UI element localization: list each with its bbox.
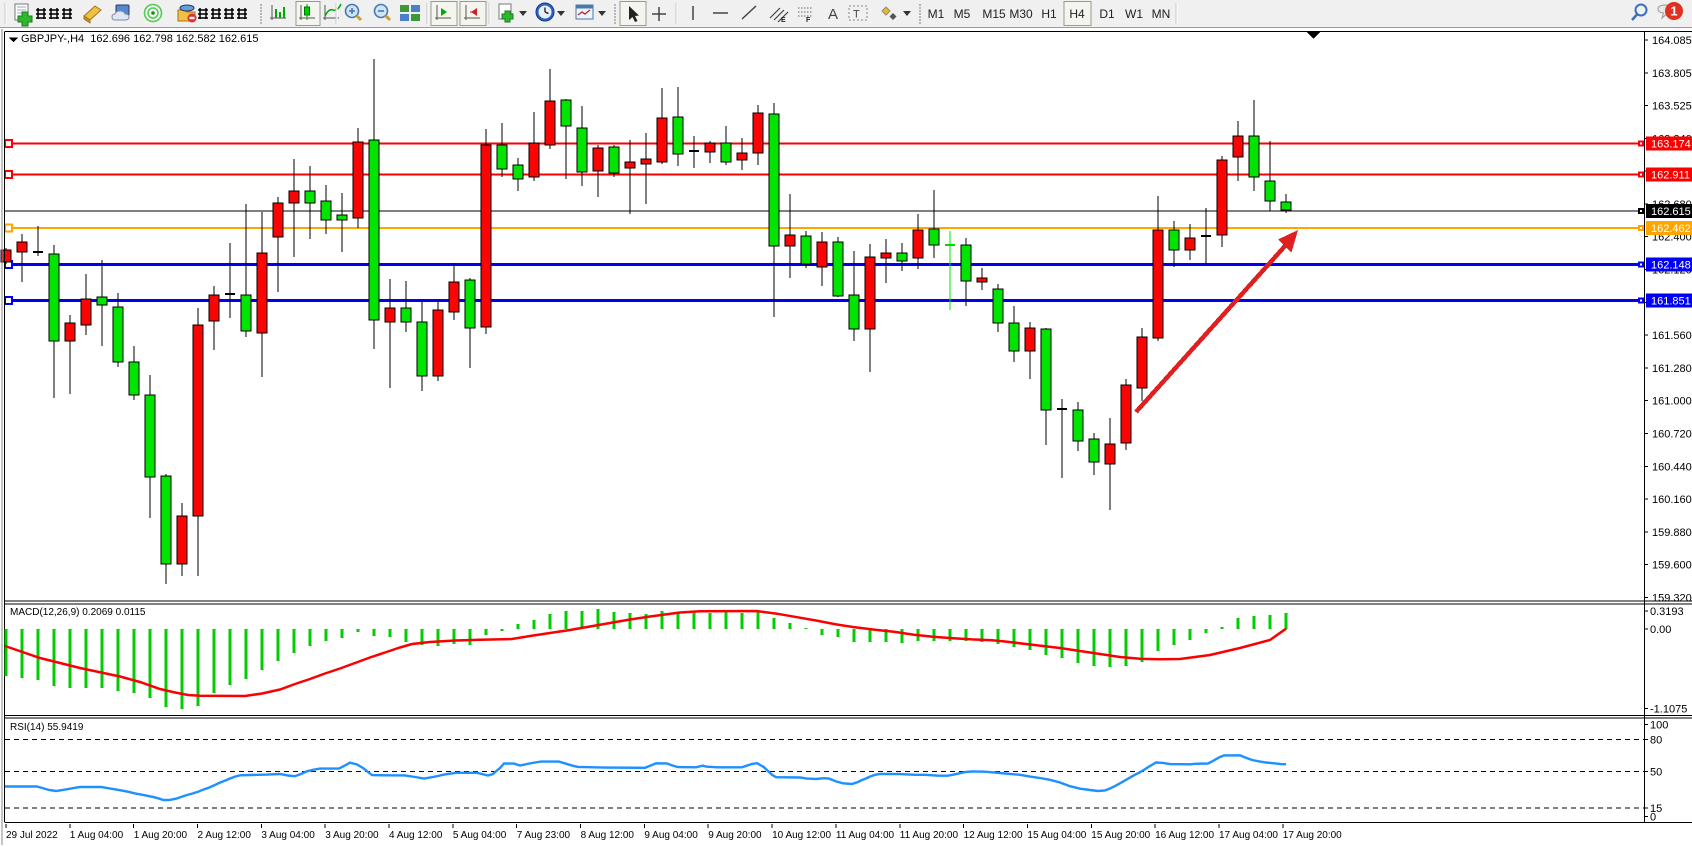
svg-text:159.320: 159.320	[1652, 592, 1692, 604]
svg-text:9 Aug 04:00: 9 Aug 04:00	[644, 830, 698, 841]
svg-text:161.851: 161.851	[1651, 296, 1691, 308]
svg-text:29 Jul 2022: 29 Jul 2022	[6, 830, 58, 841]
svg-text:159.880: 159.880	[1652, 527, 1692, 539]
svg-text:M30: M30	[1009, 7, 1033, 21]
svg-text:12 Aug 12:00: 12 Aug 12:00	[964, 830, 1023, 841]
svg-text:163.805: 163.805	[1652, 68, 1692, 80]
svg-text:8 Aug 12:00: 8 Aug 12:00	[581, 830, 635, 841]
svg-text:5 Aug 04:00: 5 Aug 04:00	[453, 830, 507, 841]
svg-text:10 Aug 12:00: 10 Aug 12:00	[772, 830, 831, 841]
svg-text:7 Aug 23:00: 7 Aug 23:00	[517, 830, 571, 841]
svg-text:1: 1	[1670, 4, 1677, 19]
svg-text:H1: H1	[1041, 7, 1057, 21]
svg-text:E: E	[781, 17, 786, 24]
svg-text:RSI(14) 55.9419: RSI(14) 55.9419	[10, 722, 84, 733]
svg-text:15 Aug 20:00: 15 Aug 20:00	[1091, 830, 1150, 841]
svg-text:162.462: 162.462	[1651, 223, 1691, 235]
svg-text:2 Aug 12:00: 2 Aug 12:00	[198, 830, 252, 841]
svg-text:163.174: 163.174	[1651, 139, 1691, 151]
svg-text:160.160: 160.160	[1652, 494, 1692, 506]
svg-text:1 Aug 04:00: 1 Aug 04:00	[70, 830, 124, 841]
svg-text:161.000: 161.000	[1652, 396, 1692, 408]
svg-text:15 Aug 04:00: 15 Aug 04:00	[1027, 830, 1086, 841]
svg-text:162.911: 162.911	[1651, 170, 1690, 182]
svg-text:17 Aug 20:00: 17 Aug 20:00	[1283, 830, 1342, 841]
svg-text:0: 0	[1650, 812, 1656, 824]
svg-text:M5: M5	[954, 7, 971, 21]
svg-text:T: T	[853, 9, 860, 21]
svg-text:0.3193: 0.3193	[1650, 606, 1684, 618]
svg-text:H4: H4	[1069, 7, 1085, 21]
svg-text:1 Aug 20:00: 1 Aug 20:00	[134, 830, 188, 841]
svg-text:162.148: 162.148	[1651, 260, 1691, 272]
svg-text:3 Aug 04:00: 3 Aug 04:00	[261, 830, 315, 841]
svg-text:M1: M1	[928, 7, 945, 21]
svg-text:D1: D1	[1099, 7, 1115, 21]
svg-text:3 Aug 20:00: 3 Aug 20:00	[325, 830, 379, 841]
svg-text:MACD(12,26,9) 0.2069 0.0115: MACD(12,26,9) 0.2069 0.0115	[10, 607, 146, 618]
svg-text:160.720: 160.720	[1652, 429, 1692, 441]
svg-text:16 Aug 12:00: 16 Aug 12:00	[1155, 830, 1214, 841]
svg-text:159.600: 159.600	[1652, 560, 1692, 572]
svg-text:0.00: 0.00	[1650, 624, 1671, 636]
svg-text:50: 50	[1650, 767, 1662, 779]
svg-text:F: F	[806, 17, 811, 24]
svg-text:100: 100	[1650, 720, 1668, 732]
svg-text:W1: W1	[1125, 7, 1143, 21]
svg-text:11 Aug 20:00: 11 Aug 20:00	[900, 830, 959, 841]
svg-text:17 Aug 04:00: 17 Aug 04:00	[1219, 830, 1278, 841]
svg-text:11 Aug 04:00: 11 Aug 04:00	[836, 830, 895, 841]
svg-text:161.560: 161.560	[1652, 330, 1692, 342]
svg-text:163.525: 163.525	[1652, 101, 1692, 113]
svg-text:GBPJPY-,H4 162.696 162.798 16: GBPJPY-,H4 162.696 162.798 162.582 162.6…	[21, 33, 259, 45]
svg-text:MN: MN	[1152, 7, 1171, 21]
svg-text:160.440: 160.440	[1652, 461, 1692, 473]
svg-text:80: 80	[1650, 735, 1662, 747]
svg-text:9 Aug 20:00: 9 Aug 20:00	[708, 830, 762, 841]
svg-text:161.280: 161.280	[1652, 363, 1692, 375]
svg-text:-1.1075: -1.1075	[1650, 704, 1687, 716]
svg-text:A: A	[828, 6, 838, 23]
svg-text:164.085: 164.085	[1652, 35, 1692, 47]
svg-text:15: 15	[1650, 803, 1662, 815]
svg-text:162.615: 162.615	[1651, 206, 1691, 218]
svg-text:4 Aug 12:00: 4 Aug 12:00	[389, 830, 443, 841]
svg-text:M15: M15	[982, 7, 1006, 21]
